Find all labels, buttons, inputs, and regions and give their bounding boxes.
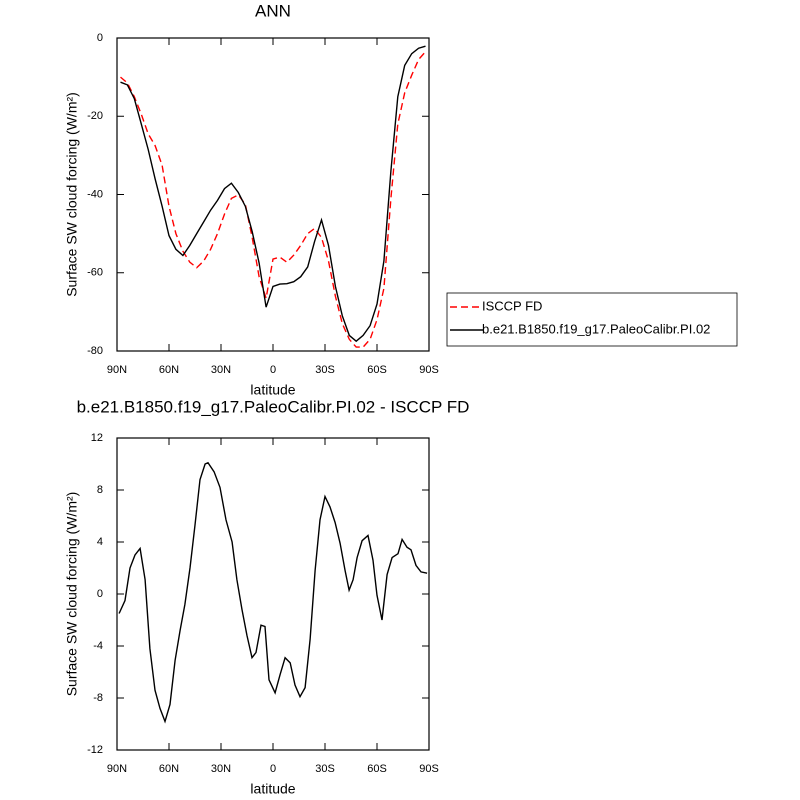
x-tick-label: 30N: [211, 364, 231, 376]
x-axis-label: latitude: [250, 781, 295, 797]
y-tick-label: 12: [91, 432, 103, 444]
y-axis-label: Surface SW cloud forcing (W/m²): [64, 92, 80, 297]
y-tick-label: -80: [87, 345, 103, 357]
y-tick-label: -20: [87, 110, 103, 122]
y-tick-label: 4: [97, 536, 103, 548]
x-tick-label: 60N: [159, 364, 179, 376]
x-tick-label: 30S: [315, 364, 335, 376]
series-line: [118, 461, 428, 724]
x-tick-label: 30S: [315, 763, 335, 775]
y-tick-label: 0: [97, 32, 103, 44]
y-tick-label: -4: [93, 640, 103, 652]
x-tick-label: 90N: [107, 364, 127, 376]
x-tick-label: 90S: [419, 364, 439, 376]
y-tick-label: -60: [87, 267, 103, 279]
x-tick-label: 90S: [419, 763, 439, 775]
chart-title: b.e21.B1850.f19_g17.PaleoCalibr.PI.02 - …: [77, 397, 470, 416]
series-line: [120, 45, 426, 343]
x-tick-label: 0: [270, 364, 276, 376]
x-tick-label: 30N: [211, 763, 231, 775]
y-axis-label: Surface SW cloud forcing (W/m²): [64, 492, 80, 697]
y-tick-label: 0: [97, 588, 103, 600]
legend-label: b.e21.B1850.f19_g17.PaleoCalibr.PI.02: [482, 321, 710, 336]
x-tick-label: 60S: [367, 763, 387, 775]
y-tick-label: -8: [93, 692, 103, 704]
x-tick-label: 60N: [159, 763, 179, 775]
y-tick-label: -40: [87, 188, 103, 200]
x-tick-label: 0: [270, 763, 276, 775]
y-tick-label: 8: [97, 484, 103, 496]
series-line: [120, 51, 427, 348]
x-tick-label: 60S: [367, 364, 387, 376]
legend-box: [446, 292, 738, 347]
legend-label: ISCCP FD: [482, 298, 542, 313]
x-tick-label: 90N: [107, 763, 127, 775]
x-axis-label: latitude: [250, 382, 295, 398]
y-tick-label: -12: [87, 744, 103, 756]
plot-frame: [116, 37, 430, 352]
plot-frame: [116, 437, 430, 751]
chart-title: ANN: [255, 1, 291, 20]
